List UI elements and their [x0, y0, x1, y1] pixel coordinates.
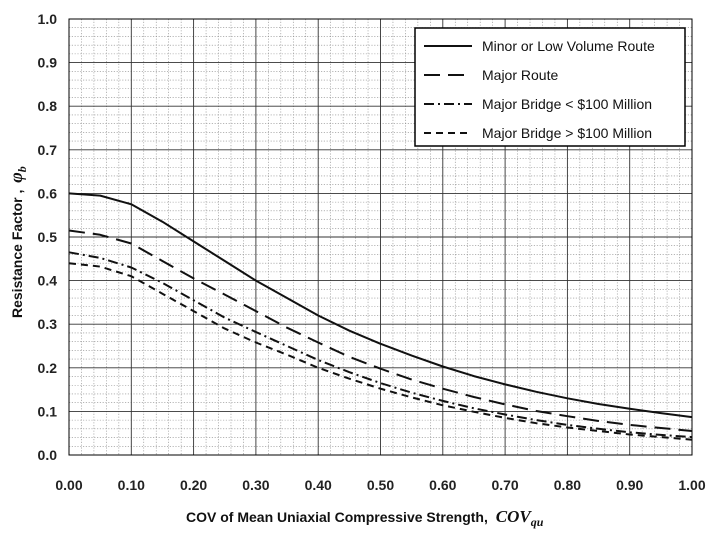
x-tick-label: 0.70 [491, 477, 518, 493]
x-axis-title: COV of Mean Uniaxial Compressive Strengt… [186, 507, 544, 529]
y-tick-label: 0.4 [38, 273, 58, 289]
y-tick-label: 0.0 [38, 447, 58, 463]
x-tick-label: 0.90 [616, 477, 643, 493]
x-tick-label: 0.00 [55, 477, 82, 493]
y-axis-symbol-sub: b [15, 166, 29, 172]
y-tick-labels: 0.0 0.1 0.2 0.3 0.4 0.5 0.6 0.7 0.8 0.9 1.0 [38, 11, 58, 463]
y-tick-label: 0.8 [38, 98, 58, 114]
x-tick-label: 0.20 [180, 477, 207, 493]
x-tick-label: 0.10 [118, 477, 145, 493]
legend-label-4: Major Bridge > $100 Million [482, 125, 652, 141]
x-tick-label: 0.30 [242, 477, 269, 493]
series-layer [68, 192, 693, 441]
x-tick-label: 0.60 [429, 477, 456, 493]
y-tick-label: 0.3 [38, 316, 58, 332]
x-axis-label: COV of Mean Uniaxial Compressive Strengt… [186, 509, 488, 525]
y-tick-label: 1.0 [38, 11, 58, 27]
legend-label-2: Major Route [482, 67, 558, 83]
y-tick-label: 0.5 [38, 229, 58, 245]
series-line-2 [68, 229, 693, 432]
plot-frame [68, 18, 693, 456]
x-tick-label: 0.50 [367, 477, 394, 493]
legend: Minor or Low Volume Route Major Route Majo… [414, 27, 686, 147]
legend-box [414, 27, 686, 147]
y-tick-label: 0.1 [38, 403, 58, 419]
x-tick-label: 1.00 [678, 477, 705, 493]
y-axis-symbol: φ [6, 172, 26, 183]
legend-label-1: Minor or Low Volume Route [482, 38, 655, 54]
x-tick-label: 0.80 [554, 477, 581, 493]
y-axis-title: Resistance Factor , φb [6, 166, 29, 318]
legend-label-3: Major Bridge < $100 Million [482, 96, 652, 112]
series-line-4 [68, 262, 693, 441]
y-tick-label: 0.6 [38, 185, 58, 201]
y-tick-label: 0.9 [38, 55, 58, 71]
x-axis-symbol-sub: qu [531, 515, 544, 529]
x-axis-symbol: COV [496, 507, 533, 526]
series-line-1 [68, 192, 693, 419]
x-tick-labels: 0.00 0.10 0.20 0.30 0.40 0.50 0.60 0.70 0.80 0.90… [55, 477, 705, 493]
x-tick-label: 0.40 [305, 477, 332, 493]
y-tick-label: 0.2 [38, 360, 58, 376]
y-axis-label: Resistance Factor , [9, 190, 25, 318]
y-tick-label: 0.7 [38, 142, 58, 158]
